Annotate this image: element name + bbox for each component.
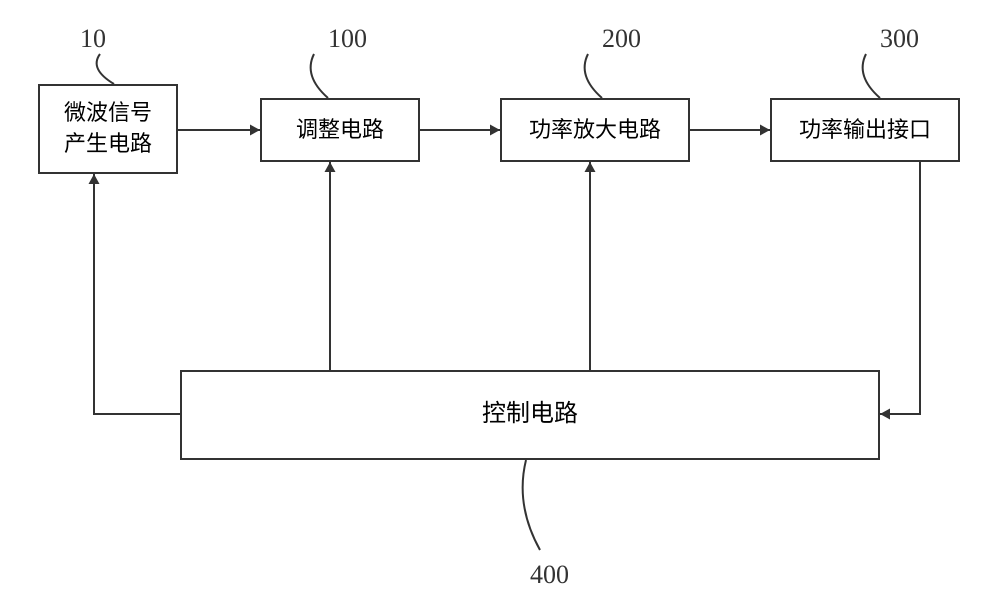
- node-n100: 调整电路: [260, 98, 420, 162]
- node-n10: 微波信号产生电路: [38, 84, 178, 174]
- node-text: 控制电路: [482, 398, 578, 432]
- node-text: 功率放大电路: [529, 115, 661, 146]
- node-text: 功率输出接口: [799, 115, 931, 146]
- node-text: 微波信号产生电路: [64, 98, 152, 160]
- node-label-n400: 400: [530, 560, 569, 590]
- node-n400: 控制电路: [180, 370, 880, 460]
- node-label-n300: 300: [880, 24, 919, 54]
- node-n200: 功率放大电路: [500, 98, 690, 162]
- node-label-n100: 100: [328, 24, 367, 54]
- node-n300: 功率输出接口: [770, 98, 960, 162]
- node-label-n10: 10: [80, 24, 106, 54]
- node-label-n200: 200: [602, 24, 641, 54]
- node-text: 调整电路: [296, 115, 384, 146]
